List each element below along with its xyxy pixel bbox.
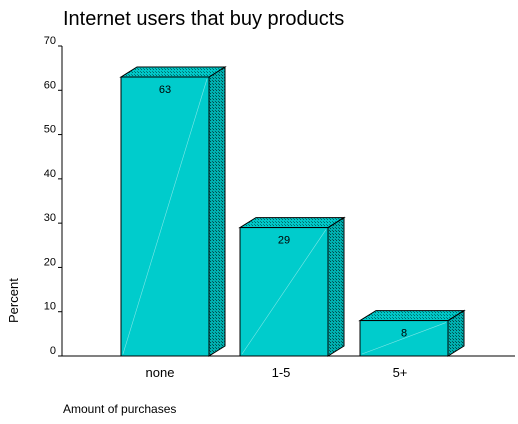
x-tick-label: 1-5 xyxy=(272,365,291,380)
y-tick-label: 40 xyxy=(44,168,56,180)
bar-top xyxy=(119,66,227,78)
x-tick-label: 5+ xyxy=(393,365,408,380)
bar-highlight xyxy=(361,322,447,355)
bar-top xyxy=(238,217,346,229)
y-tick-label: 10 xyxy=(44,301,56,313)
bar: 8 xyxy=(358,309,466,357)
y-tick-label: 60 xyxy=(44,79,56,91)
bar: 63 xyxy=(119,66,227,357)
bar-highlight xyxy=(122,78,208,355)
bar-top xyxy=(358,310,466,322)
data-label: 63 xyxy=(159,84,171,96)
bar-side xyxy=(208,66,226,357)
chart-title: Internet users that buy products xyxy=(63,8,345,30)
y-tick-label: 20 xyxy=(44,256,56,268)
y-tick-label: 0 xyxy=(50,345,56,357)
data-label: 29 xyxy=(278,235,290,247)
y-tick-label: 50 xyxy=(44,124,56,136)
y-tick-label: 30 xyxy=(44,212,56,224)
x-tick-label: none xyxy=(146,365,175,380)
bar: 29 xyxy=(238,216,346,357)
bar-side xyxy=(327,216,345,357)
bars: 63 29 8 xyxy=(119,66,466,357)
data-label: 8 xyxy=(401,328,407,340)
x-axis-label: Amount of purchases xyxy=(63,402,177,416)
bar-highlight xyxy=(241,229,327,355)
y-tick-label: 70 xyxy=(44,35,56,47)
